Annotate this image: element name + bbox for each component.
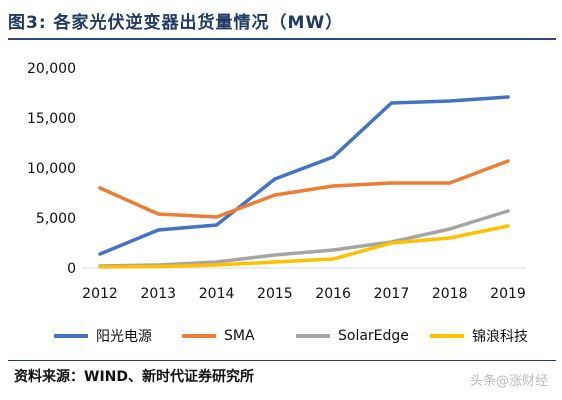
data-point [448,227,452,231]
x-tick-label: 2012 [82,286,118,302]
data-point [98,252,102,256]
legend-swatch [430,334,464,338]
data-point [273,177,277,181]
legend-swatch [182,334,216,338]
data-point [214,263,219,267]
data-point [506,224,510,228]
legend-label: 锦浪科技 [472,329,528,345]
data-point [98,186,102,190]
data-point [506,95,510,99]
data-point [331,257,335,261]
source-divider [8,360,556,361]
legend-label: SMA [224,328,255,344]
legend-item: SMA [182,322,255,350]
data-point [98,265,102,269]
data-point [448,99,452,103]
title-bar: 图3: 各家光伏逆变器出货量情况（MW） [8,6,556,36]
y-tick-label: 10,000 [27,161,76,177]
data-point [389,241,394,245]
data-point [331,248,335,252]
series-line-2 [98,159,510,219]
legend-item: 锦浪科技 [430,322,528,350]
series-line-4 [98,224,510,269]
data-point [156,264,160,269]
data-point [214,215,219,219]
chart-legend: 阳光电源 SMA SolarEdge 锦浪科技 [0,322,562,350]
x-tick-label: 2015 [257,286,293,302]
data-point [389,181,394,185]
series-line-1 [98,95,510,256]
data-point [506,159,510,163]
legend-label: SolarEdge [338,328,409,344]
legend-item: 阳光电源 [54,322,152,350]
data-point [331,155,335,159]
line-chart: 0 5,000 10,000 15,000 20,000 2012 2013 2014 2015… [27,61,526,302]
x-tick-label: 2016 [315,286,351,302]
x-tick-label: 2014 [199,286,235,302]
y-tick-label: 20,000 [27,61,76,77]
data-point [156,212,160,216]
data-point [331,184,335,188]
chart-area: 0 5,000 10,000 15,000 20,000 2012 2013 2014 2015… [0,40,562,320]
source-note: 资料来源：WIND、新时代证券研究所 [14,369,254,385]
legend-label: 阳光电源 [96,329,152,345]
data-point [448,181,452,185]
data-point [156,228,160,232]
legend-swatch [296,334,330,338]
legend-swatch [54,334,88,338]
x-tick-label: 2017 [374,286,410,302]
data-point [214,260,219,264]
y-tick-label: 15,000 [27,111,76,127]
watermark: 头条@涨财经 [469,374,548,389]
x-tick-label: 2019 [490,286,526,302]
y-tick-label: 0 [67,261,76,277]
data-point [214,223,219,227]
data-point [389,101,394,105]
x-tick-label: 2013 [140,286,176,302]
title-divider [8,38,556,40]
y-tick-label: 5,000 [36,211,76,227]
data-point [448,236,452,240]
chart-title: 图3: 各家光伏逆变器出货量情况（MW） [8,13,344,33]
data-point [273,260,277,264]
data-point [273,253,277,257]
data-point [273,193,277,197]
data-point [506,209,510,213]
legend-item: SolarEdge [296,322,409,350]
x-tick-label: 2018 [432,286,468,302]
